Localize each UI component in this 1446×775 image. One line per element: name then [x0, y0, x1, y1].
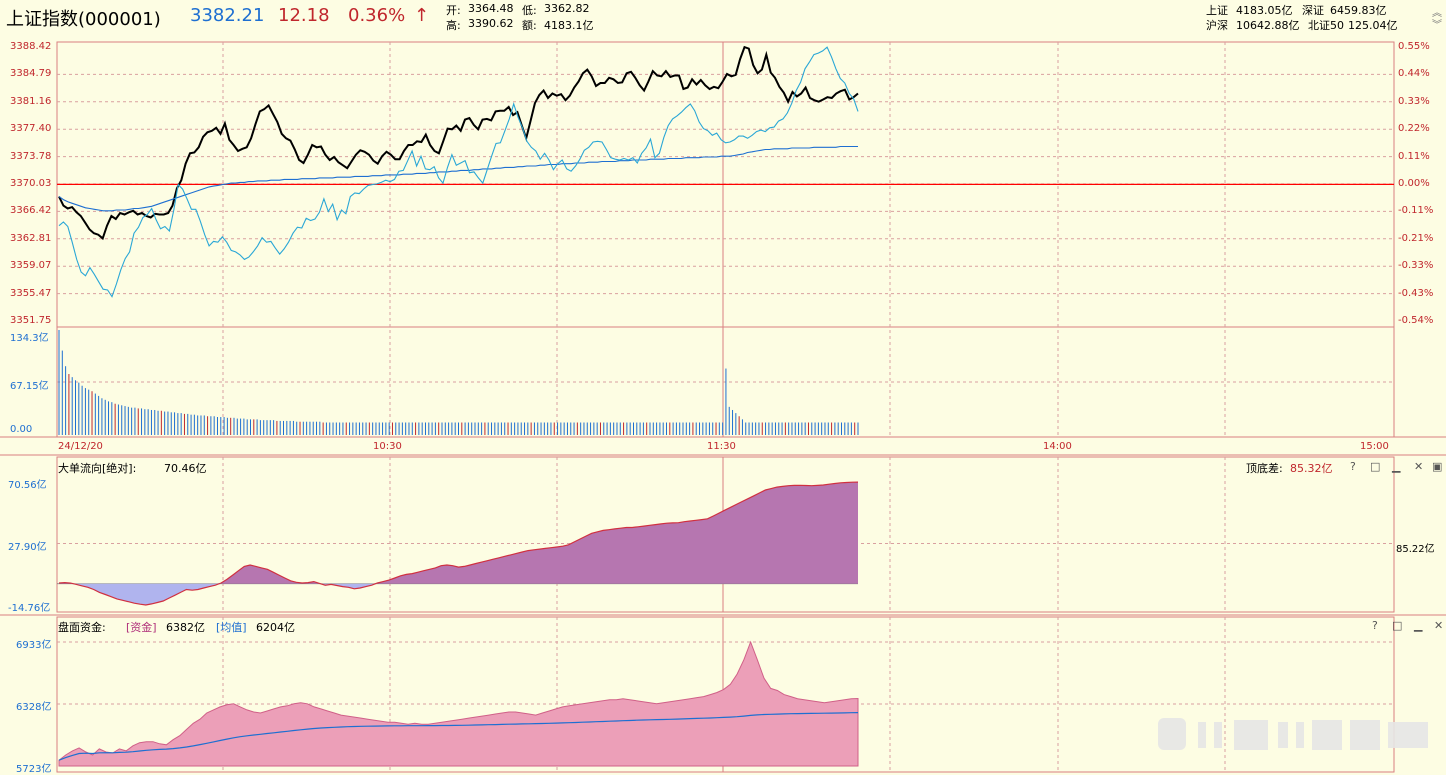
price-tick-label: 3381.16: [10, 95, 52, 107]
flow-tick-label: 70.56亿: [8, 480, 47, 491]
help-icon[interactable]: ?: [1350, 460, 1356, 473]
price-panel[interactable]: [57, 45, 1394, 298]
minimize-icon[interactable]: ▁: [1392, 460, 1401, 473]
sh-value: 4183.05亿: [1236, 4, 1293, 17]
time-tick-label: 10:30: [373, 441, 402, 452]
pct-tick-label: -0.21%: [1398, 232, 1434, 244]
index-name[interactable]: 上证指数(000001): [6, 9, 161, 30]
fund-tick-label: 6933亿: [16, 640, 52, 651]
leading-index-line: [58, 46, 859, 298]
price-tick-label: 3355.47: [10, 287, 52, 299]
volume-tick-label: 0.00: [10, 424, 33, 435]
pct-tick-label: -0.43%: [1398, 287, 1434, 299]
panel-frame-3: [56, 616, 1395, 773]
time-tick-label: 11:30: [707, 441, 736, 452]
avg-price-line: [58, 145, 858, 212]
fund-title: 盘面资金:: [58, 621, 106, 634]
fund-tick-label: 5723亿: [16, 764, 52, 775]
pct-tick-label: 0.55%: [1398, 41, 1430, 52]
time-tick-label: 24/12/20: [58, 441, 103, 452]
flow-tick-label: -14.76亿: [8, 603, 51, 614]
pct-tick-label: 0.44%: [1398, 68, 1430, 80]
maximize-icon[interactable]: □: [1370, 460, 1381, 473]
open-label: 开:: [446, 4, 461, 17]
volume-panel[interactable]: [58, 330, 859, 435]
low-label: 低:: [522, 4, 537, 17]
flow-positive-area: [59, 482, 858, 584]
pct-tick-label: -0.33%: [1398, 260, 1434, 272]
high-value: 3390.62: [468, 17, 514, 30]
fund-legend-name: [资金]: [126, 621, 157, 634]
pct-tick-label: -0.54%: [1398, 315, 1434, 326]
flow-negative-area: [59, 583, 858, 605]
minimize-icon-2[interactable]: ▁: [1414, 619, 1423, 632]
open-value: 3364.48: [468, 2, 514, 15]
flow-diff-value: 85.32亿: [1290, 462, 1333, 475]
price-change: 12.18: [278, 5, 330, 26]
fund-legend-value: 6382亿: [166, 621, 205, 634]
price-change-pct: 0.36%: [348, 5, 406, 26]
flow-diff-label: 顶底差:: [1246, 462, 1283, 475]
price-tick-label: 3366.42: [10, 205, 52, 217]
avg-legend-value: 6204亿: [256, 621, 295, 634]
high-label: 高:: [446, 19, 461, 32]
fund-panel[interactable]: [58, 640, 859, 767]
volume-tick-label: 67.15亿: [10, 380, 49, 392]
pct-tick-label: 0.11%: [1398, 150, 1430, 162]
current-price: 3382.21: [190, 5, 265, 26]
sz-value: 6459.83亿: [1330, 4, 1387, 17]
amount-value: 4183.1亿: [544, 19, 594, 32]
maximize-icon-2[interactable]: □: [1392, 619, 1403, 632]
hs-label: 沪深: [1206, 19, 1228, 32]
price-tick-label: 3362.81: [10, 232, 52, 244]
flow-panel[interactable]: [57, 481, 859, 606]
volume-tick-label: 134.3亿: [10, 333, 49, 344]
price-tick-label: 3388.42: [10, 41, 52, 52]
price-tick-label: 3373.78: [10, 150, 52, 162]
pct-tick-label: 0.00%: [1398, 178, 1430, 189]
flow-tick-label: 27.90亿: [8, 541, 47, 553]
panel-frames: [0, 41, 1446, 773]
sz-label: 深证: [1302, 4, 1324, 17]
price-line: [58, 45, 859, 241]
price-tick-label: 3351.75: [10, 315, 52, 326]
watermark-logo: [1158, 718, 1428, 750]
bz-value: 125.04亿: [1348, 19, 1398, 32]
price-tick-label: 3384.79: [10, 68, 52, 80]
hs-value: 10642.88亿: [1236, 19, 1300, 32]
quote-header: 上证指数(000001) 3382.21 12.18 0.36% ↑ 开: 33…: [0, 0, 1446, 40]
price-tick-label: 3377.40: [10, 123, 52, 135]
price-tick-label: 3359.07: [10, 260, 52, 272]
time-tick-label: 14:00: [1043, 441, 1072, 452]
fund-avg-line: [58, 712, 859, 761]
restore-icon[interactable]: ▣: [1432, 460, 1443, 473]
panel-frame-2: [56, 456, 1395, 613]
flow-line: [58, 481, 859, 606]
low-value: 3362.82: [544, 2, 590, 15]
price-tick-label: 3370.03: [10, 178, 52, 189]
sh-label: 上证: [1206, 4, 1228, 17]
scroll-down-icon[interactable]: ︾: [1432, 20, 1442, 31]
bz-label: 北证50: [1308, 19, 1344, 32]
amount-label: 额:: [522, 19, 537, 32]
close-icon[interactable]: ✕: [1414, 460, 1424, 473]
flow-title-value: 70.46亿: [164, 462, 207, 475]
fund-tick-label: 6328亿: [16, 702, 52, 713]
pct-tick-label: -0.11%: [1398, 205, 1434, 217]
pct-tick-label: 0.22%: [1398, 123, 1430, 135]
up-arrow-icon: ↑: [414, 5, 430, 26]
avg-legend-name: [均值]: [216, 621, 247, 634]
pct-tick-label: 0.33%: [1398, 95, 1430, 107]
scroll-up-icon[interactable]: ︽: [1432, 8, 1442, 19]
close-icon-2[interactable]: ✕: [1434, 619, 1444, 632]
help-icon-2[interactable]: ?: [1372, 619, 1378, 632]
flow-right-mid: 85.22亿: [1396, 544, 1435, 555]
flow-title: 大单流向[绝对]:: [58, 462, 137, 475]
time-tick-label: 15:00: [1360, 441, 1389, 452]
